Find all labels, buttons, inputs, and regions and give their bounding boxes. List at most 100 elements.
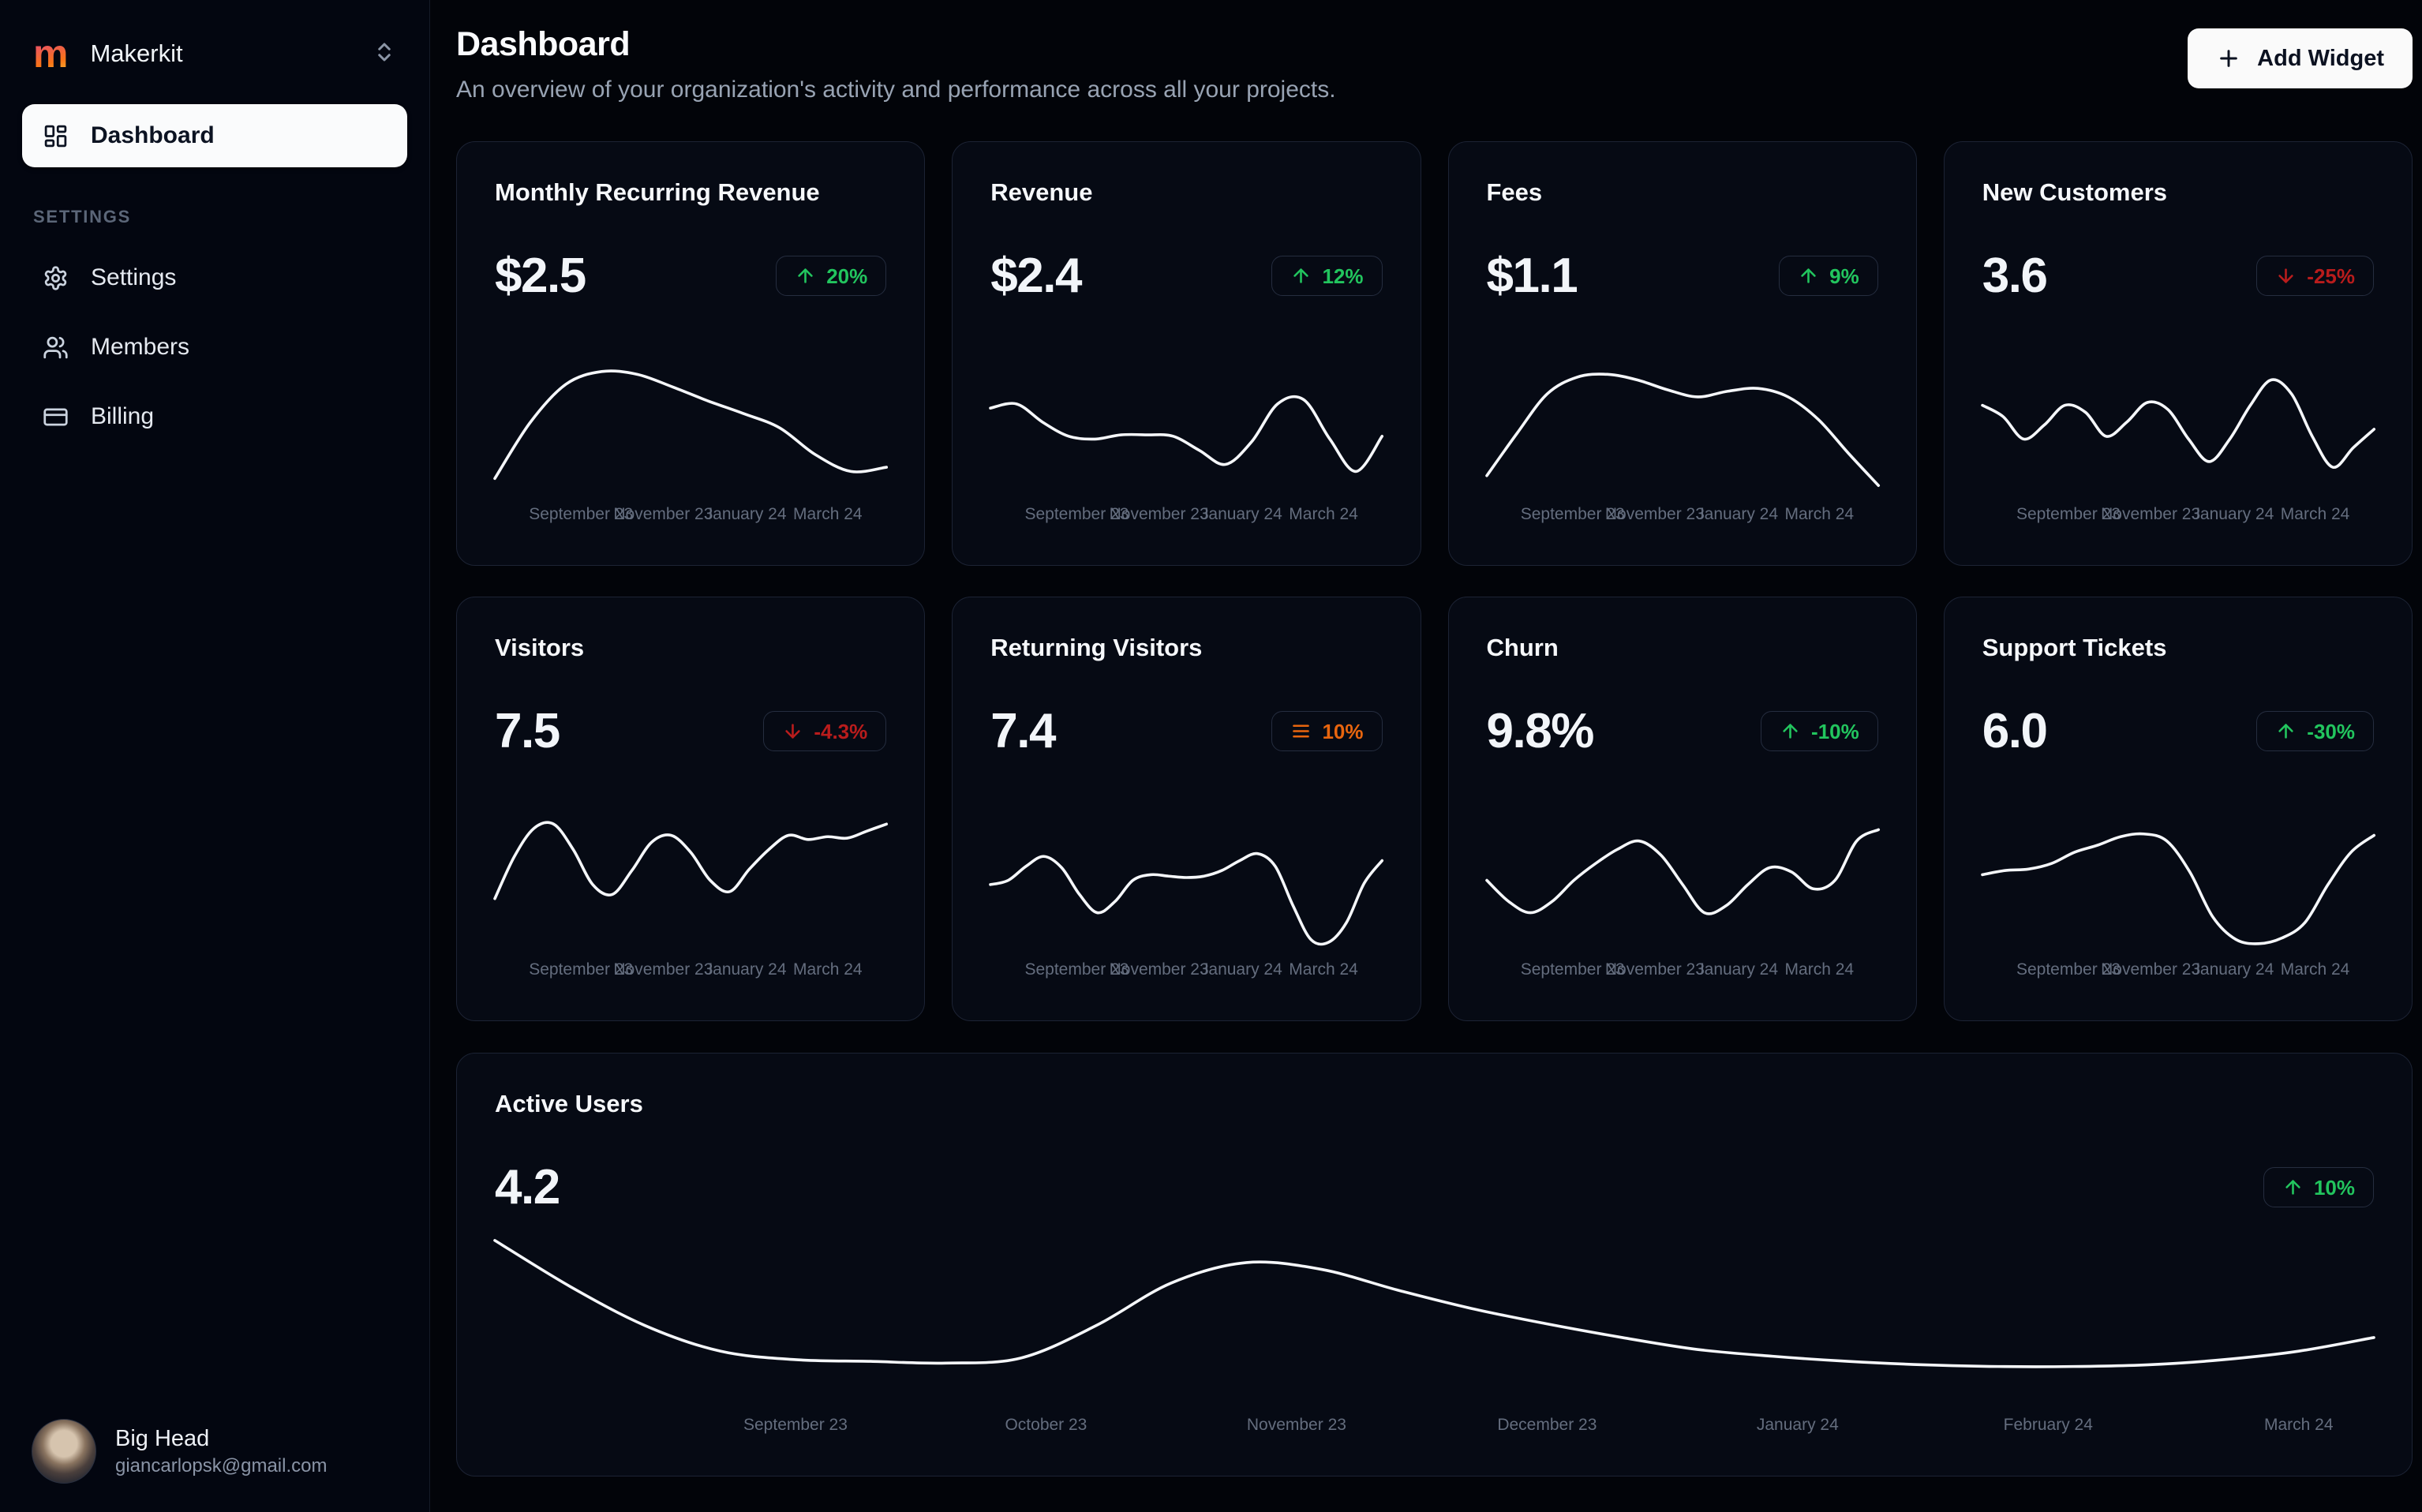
x-axis-label: March 24: [793, 960, 863, 979]
x-axis-labels: September 23 November 23 January 24 March 2…: [495, 505, 886, 529]
x-axis-label: January 24: [1696, 505, 1779, 523]
workspace-name: Makerkit: [90, 39, 183, 67]
card-value: 6.0: [1982, 704, 2048, 758]
sparkline-chart: September 23 November 23 January 24 March 2…: [495, 803, 886, 984]
sparkline-chart: September 23 November 23 January 24 March 2…: [1982, 347, 2374, 529]
sidebar-item-settings[interactable]: Settings: [22, 246, 407, 309]
trend-badge: 10%: [1271, 711, 1383, 751]
arrow-up-icon: [795, 265, 816, 286]
sidebar-item-label: Members: [91, 334, 190, 360]
x-axis-label: November 23: [1109, 960, 1209, 979]
x-axis-label: November 23: [613, 505, 713, 523]
x-axis-label: October 23: [1005, 1416, 1087, 1434]
user-profile[interactable]: Big Head giancarlopsk@gmail.com: [22, 1413, 407, 1490]
arrow-up-icon: [1290, 265, 1312, 286]
x-axis-label: November 23: [2101, 505, 2201, 523]
card-value-row: 7.4 10%: [990, 703, 1383, 759]
x-axis-label: September 23: [2016, 960, 2121, 979]
card-title: New Customers: [1982, 178, 2168, 206]
card-value-row: 6.0 -30%: [1982, 703, 2374, 759]
trend-badge-text: -25%: [2307, 264, 2355, 288]
page-subtitle: An overview of your organization's activ…: [456, 77, 1336, 103]
x-axis-labels: September 23 October 23 November 23 Decembe…: [495, 1416, 2374, 1439]
card-title: Returning Visitors: [990, 634, 1203, 661]
arrow-up-icon: [2275, 720, 2297, 742]
x-axis-label: January 24: [704, 505, 787, 523]
stat-card: New Customers 3.6 -25% September 23 Novem…: [1943, 141, 2413, 566]
sidebar: m Makerkit Dashboard SETTINGS Settings: [0, 0, 430, 1512]
sidebar-item-label: Billing: [91, 403, 155, 429]
trend-badge-text: 9%: [1829, 264, 1859, 288]
card-value: 7.5: [495, 704, 560, 758]
x-axis-labels: September 23 November 23 January 24 March 2…: [990, 505, 1382, 529]
x-axis-label: December 23: [1497, 1416, 1597, 1434]
x-axis-label: January 24: [1200, 505, 1282, 523]
trend-badge-text: 10%: [1322, 719, 1364, 743]
trend-badge-text: 10%: [2313, 1175, 2355, 1199]
x-axis-label: March 24: [2280, 505, 2350, 523]
x-axis-label: January 24: [1200, 960, 1282, 979]
card-value: $2.4: [990, 249, 1082, 303]
trend-badge: 12%: [1271, 256, 1383, 296]
sidebar-item-billing[interactable]: Billing: [22, 385, 407, 448]
trend-badge: -25%: [2256, 256, 2374, 296]
card-title: Active Users: [495, 1090, 643, 1117]
sparkline-chart: September 23 November 23 January 24 March 2…: [1487, 803, 1878, 984]
card-value-row: $2.4 12%: [990, 248, 1383, 304]
sidebar-section-settings: SETTINGS: [33, 207, 132, 226]
x-axis-label: September 23: [529, 505, 634, 523]
x-axis-labels: September 23 November 23 January 24 March 2…: [1982, 960, 2374, 984]
x-axis-label: September 23: [529, 960, 634, 979]
arrow-down-icon: [2275, 265, 2297, 286]
x-axis-label: November 23: [2101, 960, 2201, 979]
trend-badge-text: 20%: [826, 264, 868, 288]
card-value: 7.4: [990, 704, 1056, 758]
x-axis-label: November 23: [1604, 960, 1705, 979]
arrow-up-icon: [1780, 720, 1801, 742]
x-axis-label: September 23: [1520, 505, 1625, 523]
credit-card-icon: [43, 404, 69, 430]
stat-card: Fees $1.1 9% September 23 November 23 Janu…: [1447, 141, 1917, 566]
active-users-card: Active Users 4.2 10% September 23 October…: [456, 1053, 2413, 1476]
main-content: Dashboard An overview of your organizati…: [430, 0, 2422, 1512]
add-widget-button[interactable]: Add Widget: [2188, 28, 2413, 88]
trend-badge-text: -10%: [1811, 719, 1859, 743]
card-value: 9.8%: [1486, 704, 1595, 758]
card-value-row: $2.5 20%: [495, 248, 887, 304]
sidebar-nav: Dashboard SETTINGS Settings Members B: [22, 104, 407, 455]
x-axis-label: September 23: [1024, 960, 1129, 979]
user-name: Big Head: [115, 1425, 210, 1451]
x-axis-labels: September 23 November 23 January 24 March 2…: [1487, 960, 1878, 984]
x-axis-label: November 23: [1604, 505, 1705, 523]
sidebar-item-members[interactable]: Members: [22, 316, 407, 379]
dashboard-grid-icon: [43, 123, 69, 149]
sparkline-chart: September 23 November 23 January 24 March 2…: [1487, 347, 1878, 529]
card-title: Visitors: [495, 634, 585, 661]
card-title: Fees: [1486, 178, 1543, 206]
x-axis-label: March 24: [2263, 1416, 2334, 1434]
plus-icon: [2216, 46, 2241, 71]
trend-badge-text: -30%: [2307, 719, 2355, 743]
page-title: Dashboard: [456, 25, 631, 63]
sparkline-chart: September 23 October 23 November 23 Decembe…: [495, 1226, 2374, 1439]
x-axis-label: March 24: [793, 505, 863, 523]
trend-badge-text: -4.3%: [814, 719, 868, 743]
trend-badge: 10%: [2263, 1167, 2374, 1207]
x-axis-label: January 24: [2192, 505, 2274, 523]
sparkline-chart: September 23 November 23 January 24 March 2…: [1982, 803, 2374, 984]
card-value: $1.1: [1486, 249, 1578, 303]
workspace-selector[interactable]: m Makerkit: [22, 22, 407, 85]
card-value: 4.2: [495, 1160, 560, 1214]
trend-badge: 9%: [1779, 256, 1878, 296]
card-value-row: 9.8% -10%: [1487, 703, 1878, 759]
arrow-up-icon: [1798, 265, 1819, 286]
sidebar-item-dashboard[interactable]: Dashboard: [22, 104, 407, 167]
sidebar-item-label: Dashboard: [91, 122, 215, 148]
card-title: Revenue: [990, 178, 1093, 206]
card-value-row: 3.6 -25%: [1982, 248, 2374, 304]
x-axis-label: September 23: [1024, 505, 1129, 523]
stat-card: Monthly Recurring Revenue $2.5 20% Septe…: [456, 141, 926, 566]
x-axis-label: September 23: [743, 1416, 848, 1434]
card-value-row: 7.5 -4.3%: [495, 703, 887, 759]
arrow-up-icon: [2282, 1177, 2304, 1198]
